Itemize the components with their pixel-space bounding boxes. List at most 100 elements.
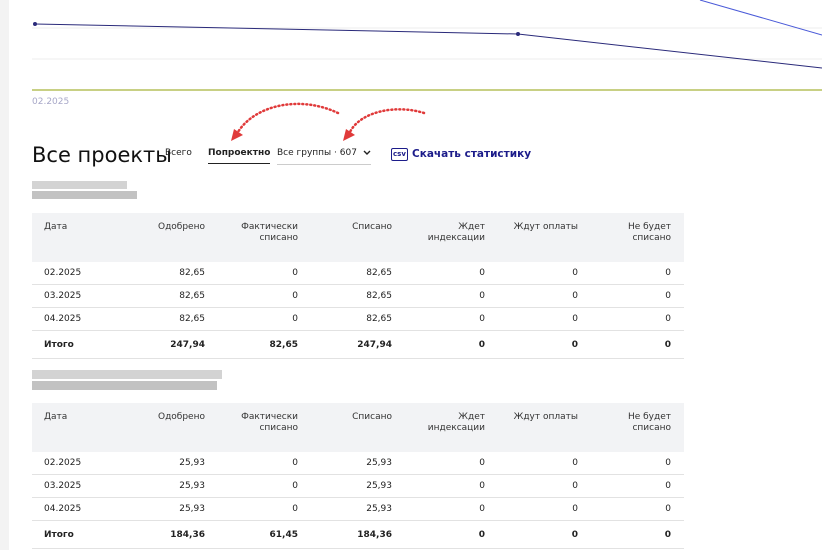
- cell: 25,93: [311, 497, 405, 521]
- row: 02.2025 82,65 0 82,65 0 0 0: [32, 262, 684, 285]
- column-header: Списано: [311, 403, 405, 452]
- column-header: Фактически списано: [218, 213, 311, 262]
- cell: 25,93: [311, 452, 405, 475]
- cell: 0: [498, 497, 591, 521]
- tbody: 02.2025 25,93 0 25,93 0 0 0 03.2025 25,93 0 25,93 0…: [32, 452, 684, 549]
- blurred-name: [32, 381, 217, 390]
- cell: 0: [591, 452, 684, 475]
- blurred-name: [32, 181, 127, 189]
- header-row: Дата Одобрено Фактически списано Списано Жде…: [32, 403, 684, 452]
- tab[interactable]: Всего: [165, 148, 192, 158]
- total-cell: 184,36: [311, 520, 405, 549]
- cell: 0: [498, 452, 591, 475]
- row: 04.2025 82,65 0 82,65 0 0 0: [32, 307, 684, 331]
- group-select[interactable]: Все группы · 607: [277, 148, 371, 165]
- column-header: Ждет индексации: [405, 213, 498, 262]
- total-row: Итого 247,94 82,65 247,94 0 0 0: [32, 330, 684, 359]
- cell: 0: [405, 452, 498, 475]
- column-header: Ждет индексации: [405, 403, 498, 452]
- total-row: Итого 184,36 61,45 184,36 0 0 0: [32, 520, 684, 549]
- total-cell: 82,65: [218, 330, 311, 359]
- cell: 82,65: [112, 284, 218, 308]
- arrow-head: [343, 129, 355, 141]
- cell: 25,93: [112, 474, 218, 498]
- total-cell: 61,45: [218, 520, 311, 549]
- cell: 0: [591, 262, 684, 285]
- row: 03.2025 25,93 0 25,93 0 0 0: [32, 474, 684, 498]
- x-tick-label: 02.2025: [32, 97, 70, 107]
- header-row: Дата Одобрено Фактически списано Списано Жде…: [32, 213, 684, 262]
- total-cell: Итого: [32, 520, 112, 549]
- point: [516, 32, 520, 36]
- cell: 02.2025: [32, 452, 112, 475]
- cell: 82,65: [311, 307, 405, 331]
- cell: 02.2025: [32, 262, 112, 285]
- cell: 82,65: [112, 262, 218, 285]
- row: 02.2025 25,93 0 25,93 0 0 0: [32, 452, 684, 475]
- column-header: Дата: [32, 213, 112, 262]
- thead: Дата Одобрено Фактически списано Списано Жде…: [32, 403, 684, 452]
- total-cell: 0: [405, 330, 498, 359]
- cell: 04.2025: [32, 307, 112, 331]
- column-header: Фактически списано: [218, 403, 311, 452]
- page-title: Все проекты: [32, 143, 172, 167]
- csv-icon[interactable]: csv: [391, 148, 408, 161]
- cell: 0: [591, 284, 684, 308]
- cell: 0: [218, 262, 311, 285]
- cell: 04.2025: [32, 497, 112, 521]
- point: [33, 22, 37, 26]
- stats-table: Дата Одобрено Фактически списано Списано Жде…: [32, 403, 684, 549]
- cell: 0: [405, 307, 498, 331]
- row: 04.2025 25,93 0 25,93 0 0 0: [32, 497, 684, 521]
- column-header: Не будет списано: [591, 403, 684, 452]
- cell: 0: [218, 452, 311, 475]
- cell: 0: [218, 497, 311, 521]
- chevron: [363, 150, 371, 155]
- download-link[interactable]: Скачать статистику: [412, 148, 532, 160]
- cell: 25,93: [311, 474, 405, 498]
- total-cell: 0: [591, 520, 684, 549]
- annotation-arrow: [348, 108, 426, 134]
- cell: 82,65: [112, 307, 218, 331]
- column-header: Дата: [32, 403, 112, 452]
- column-header: Ждут оплаты: [498, 213, 591, 262]
- blurred-name: [32, 191, 137, 199]
- total-cell: 247,94: [112, 330, 218, 359]
- tbody: 02.2025 82,65 0 82,65 0 0 0 03.2025 82,65 0 82,65 0…: [32, 262, 684, 359]
- cell: 25,93: [112, 497, 218, 521]
- total-cell: 0: [591, 330, 684, 359]
- tab-active[interactable]: Попроектно: [208, 148, 271, 164]
- cell: 0: [405, 262, 498, 285]
- total-cell: 0: [498, 330, 591, 359]
- column-header: Не будет списано: [591, 213, 684, 262]
- cell: 0: [498, 474, 591, 498]
- cell: 25,93: [112, 452, 218, 475]
- total-cell: Итого: [32, 330, 112, 359]
- column-header: Одобрено: [112, 403, 218, 452]
- cell: 0: [591, 497, 684, 521]
- blurred-name: [32, 370, 222, 379]
- cell: 0: [498, 307, 591, 331]
- total-cell: 184,36: [112, 520, 218, 549]
- cell: 0: [218, 284, 311, 308]
- series-line: [34, 23, 822, 69]
- row: 03.2025 82,65 0 82,65 0 0 0: [32, 284, 684, 308]
- cell: 0: [498, 284, 591, 308]
- cell: 0: [405, 497, 498, 521]
- stats-table: Дата Одобрено Фактически списано Списано Жде…: [32, 213, 684, 359]
- sidebar-edge: [0, 0, 9, 550]
- total-cell: 0: [498, 520, 591, 549]
- cell: 0: [405, 474, 498, 498]
- cell: 0: [591, 474, 684, 498]
- total-cell: 247,94: [311, 330, 405, 359]
- annotation-arrow: [236, 102, 340, 134]
- cell: 0: [498, 262, 591, 285]
- cell: 0: [591, 307, 684, 331]
- column-header: Одобрено: [112, 213, 218, 262]
- cell: 0: [405, 284, 498, 308]
- cell: 0: [218, 307, 311, 331]
- cell: 82,65: [311, 284, 405, 308]
- cell: 03.2025: [32, 284, 112, 308]
